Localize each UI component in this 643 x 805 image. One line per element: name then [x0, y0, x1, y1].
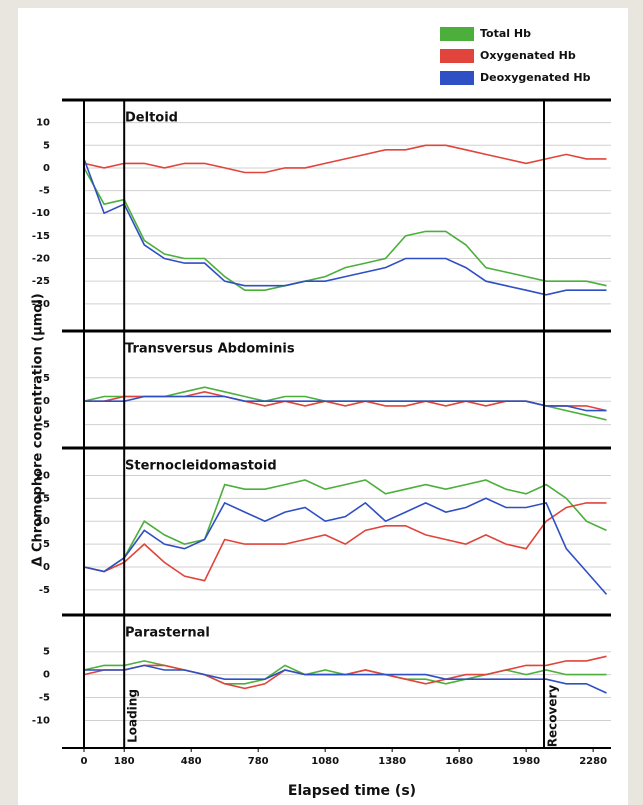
y-tick-label: 5: [43, 373, 50, 384]
legend-label: Total Hb: [480, 27, 531, 40]
x-tick-label: 180: [114, 756, 135, 767]
series-line: [83, 167, 607, 291]
y-tick-label: -5: [39, 693, 50, 704]
series-line: [83, 158, 607, 296]
x-tick-label: 1080: [311, 756, 339, 767]
legend-label: Deoxygenated Hb: [480, 71, 591, 84]
series-line: [83, 144, 607, 174]
y-tick-label: 5: [43, 647, 50, 658]
panel-title: Transversus Abdominis: [125, 342, 295, 357]
legend-swatch: [440, 27, 474, 41]
series-line: [83, 497, 608, 595]
y-tick-label: -5: [39, 186, 50, 197]
event-label: Recovery: [546, 685, 560, 748]
y-tick-label: 0: [43, 670, 50, 681]
x-tick-label: 0: [81, 756, 88, 767]
event-label: Loading: [126, 689, 140, 743]
x-tick-label: 780: [248, 756, 269, 767]
legend-label: Oxygenated Hb: [480, 49, 576, 62]
panel-title: Deltoid: [125, 111, 178, 126]
y-tick-label: 5: [43, 140, 50, 151]
y-tick-label: 0: [43, 396, 50, 407]
y-tick-label: 10: [36, 118, 50, 129]
x-tick-label: 1680: [445, 756, 473, 767]
y-tick-label: -5: [39, 420, 50, 431]
y-tick-label: -10: [32, 208, 50, 219]
y-tick-label: 0: [43, 562, 50, 573]
y-tick-label: 15: [36, 493, 50, 504]
x-tick-label: 1980: [512, 756, 540, 767]
series-line: [84, 664, 607, 694]
panel-title: Parasternal: [125, 626, 210, 641]
y-tick-label: -15: [32, 231, 50, 242]
series-line: [83, 479, 607, 573]
x-axis-label: Elapsed time (s): [288, 783, 416, 799]
x-tick-label: 480: [181, 756, 202, 767]
y-axis-label: Δ Chromophore concentration (μmol): [31, 293, 46, 566]
x-tick-label: 2280: [579, 756, 607, 767]
y-tick-label: 5: [43, 539, 50, 550]
y-tick-label: -10: [32, 715, 50, 726]
y-tick-label: -30: [32, 299, 50, 310]
series-line: [83, 502, 607, 582]
series-line: [84, 395, 607, 412]
y-tick-label: 0: [43, 163, 50, 174]
y-tick-label: 20: [36, 470, 50, 481]
y-tick-label: -20: [32, 254, 50, 265]
legend-swatch: [440, 49, 474, 63]
plot-background: [18, 8, 628, 805]
y-tick-label: -25: [32, 276, 50, 287]
x-tick-label: 1380: [378, 756, 406, 767]
legend-swatch: [440, 71, 474, 85]
panel-title: Sternocleidomastoid: [125, 459, 277, 474]
y-tick-label: 10: [36, 516, 50, 527]
y-tick-label: -5: [39, 585, 50, 596]
